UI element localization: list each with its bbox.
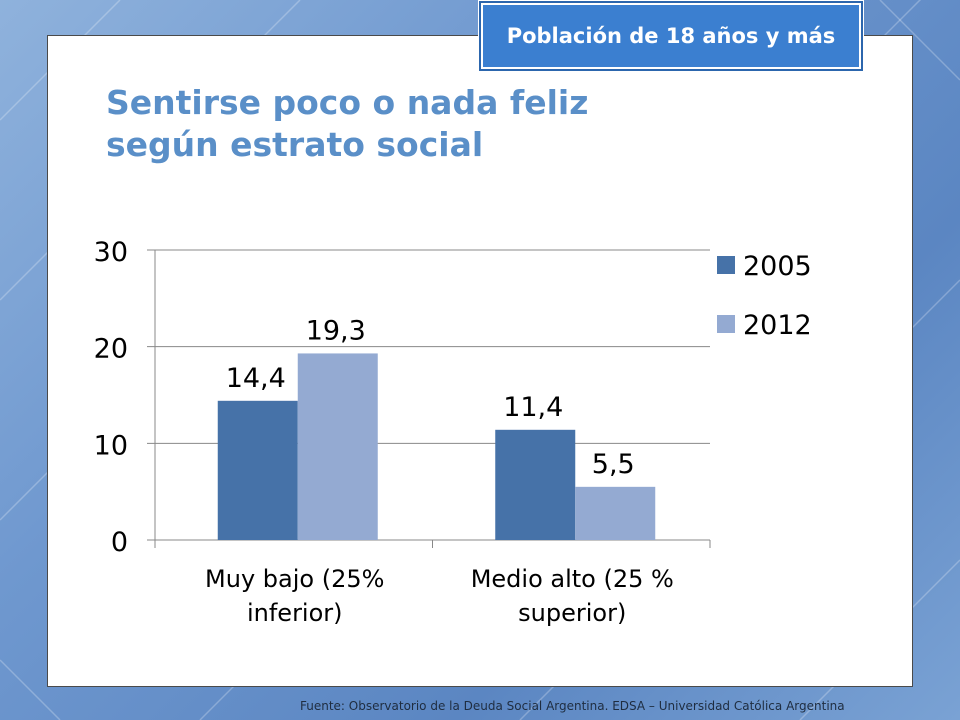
legend-swatch-2005 [717,256,735,274]
legend-swatch-2012 [717,315,735,333]
data-label-2012: 5,5 [592,449,635,480]
x-category-label: inferior) [247,599,343,627]
legend-label: 2012 [743,310,812,341]
chart-title: Sentirse poco o nada feliz según estrato… [106,82,666,166]
y-tick-label: 0 [111,527,128,558]
chart-title-line-2: según estrato social [106,125,484,164]
source-note: Fuente: Observatorio de la Deuda Social … [300,699,845,713]
chart-title-line-1: Sentirse poco o nada feliz [106,83,589,122]
population-badge: Población de 18 años y más [478,0,864,72]
x-category-label: Muy bajo (25% [205,565,384,593]
data-label-2005: 14,4 [226,363,286,394]
x-category-label: Medio alto (25 % [471,565,674,593]
legend-label: 2005 [743,251,812,282]
bar-2005 [217,400,298,540]
population-badge-text: Población de 18 años y más [481,3,861,69]
bar-2012 [297,353,378,540]
bar-2005 [495,429,576,540]
bar-2012 [575,486,656,540]
y-tick-label: 10 [94,430,128,461]
data-label-2005: 11,4 [503,392,563,423]
x-category-label: superior) [518,599,626,627]
y-tick-label: 20 [94,334,128,365]
data-label-2012: 19,3 [306,315,366,346]
y-tick-label: 30 [94,237,128,268]
